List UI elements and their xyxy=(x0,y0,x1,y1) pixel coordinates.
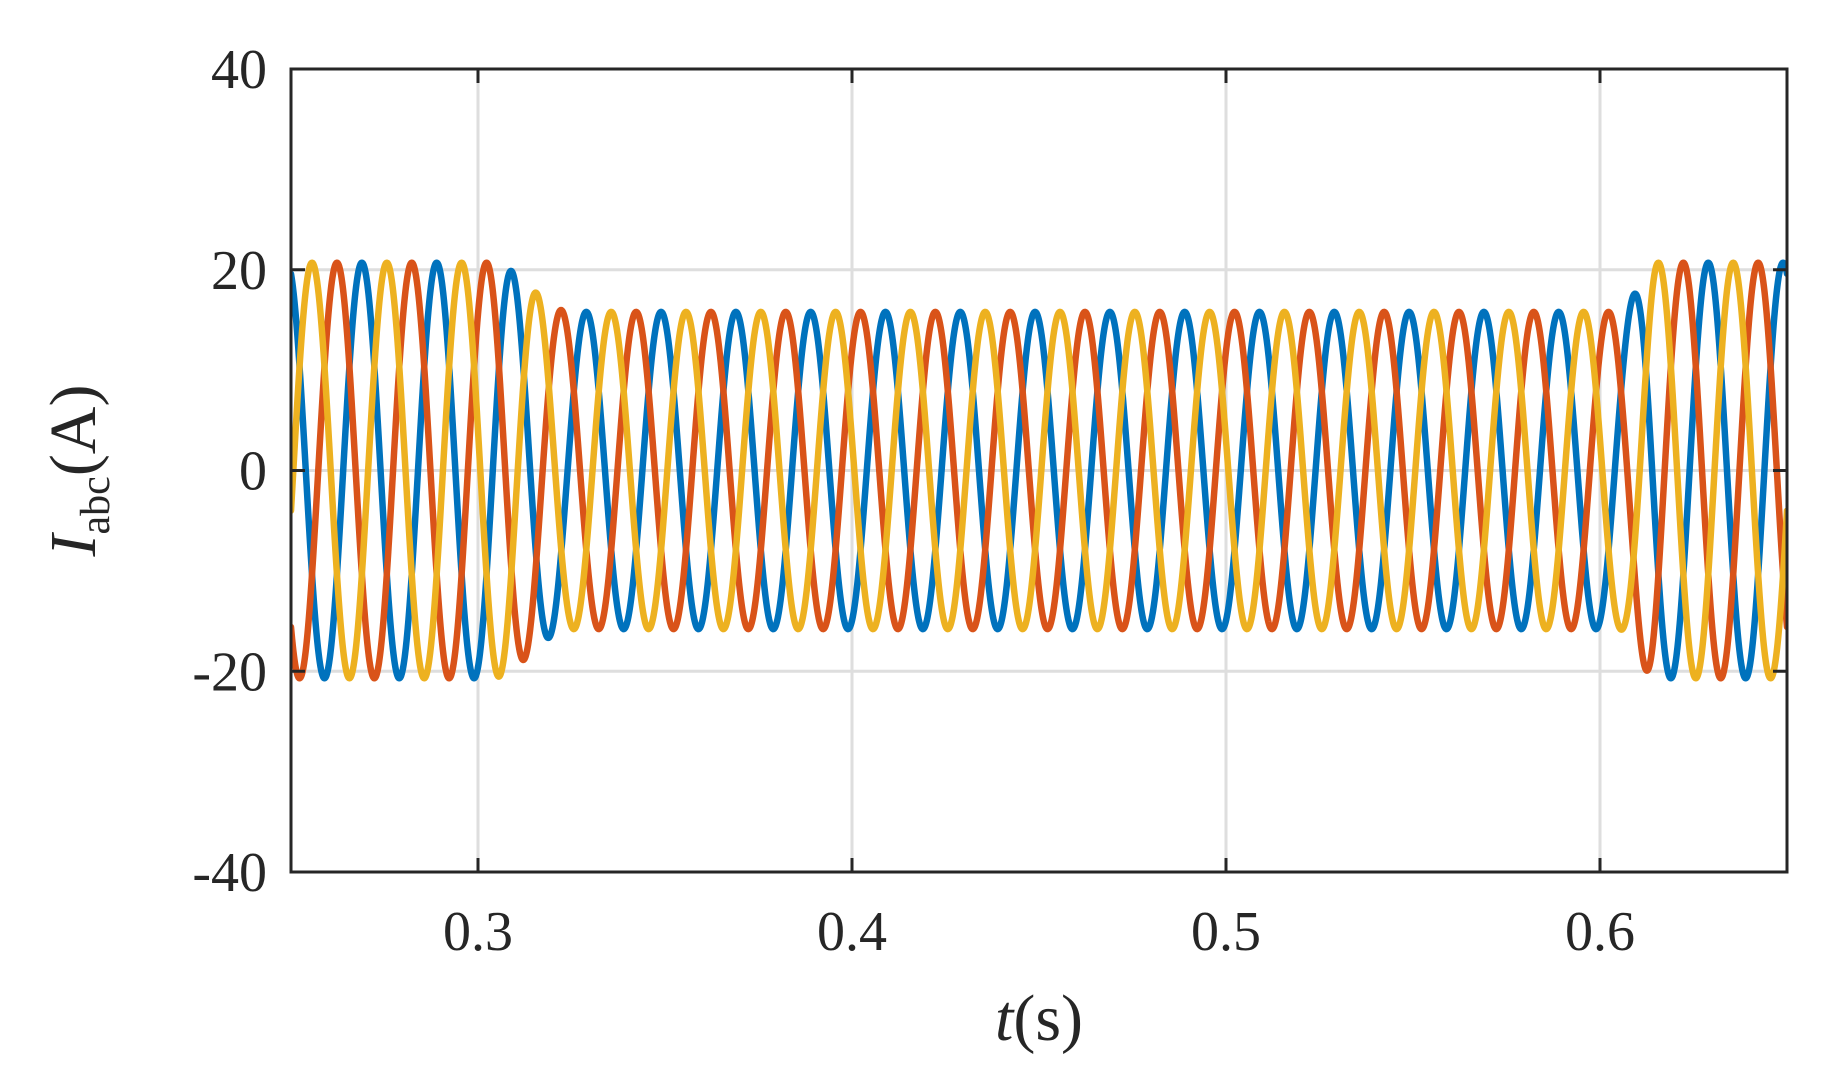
series-line-phase-b xyxy=(291,259,1787,682)
y-axis-label: Iabc(A) xyxy=(37,385,119,558)
y-tick-labels: -40 -20 0 20 40 xyxy=(192,39,267,904)
plot-area xyxy=(291,259,1787,682)
x-axis-label: t(s) xyxy=(995,982,1083,1055)
series-group xyxy=(291,259,1787,682)
x-tick-label: 0.3 xyxy=(443,901,513,963)
y-tick-label: -40 xyxy=(192,842,267,904)
y-axis-label-unit: (A) xyxy=(37,385,110,477)
x-axis-label-symbol: t xyxy=(995,982,1015,1055)
y-axis-label-subscript: abc xyxy=(73,476,119,534)
series-line-phase-c xyxy=(291,259,1787,682)
x-axis-label-unit: (s) xyxy=(1013,982,1083,1055)
y-tick-label: 40 xyxy=(211,39,267,101)
tick-marks xyxy=(291,67,1787,874)
y-tick-label: 0 xyxy=(239,441,267,503)
y-tick-label: 20 xyxy=(211,240,267,302)
x-tick-label: 0.4 xyxy=(817,901,887,963)
y-tick-label: -20 xyxy=(192,641,267,703)
series-line-phase-a xyxy=(291,259,1787,682)
x-tick-label: 0.5 xyxy=(1191,901,1261,963)
x-tick-labels: 0.3 0.4 0.5 0.6 xyxy=(443,901,1635,963)
y-axis-label-symbol: I xyxy=(37,531,110,557)
x-tick-label: 0.6 xyxy=(1565,901,1635,963)
